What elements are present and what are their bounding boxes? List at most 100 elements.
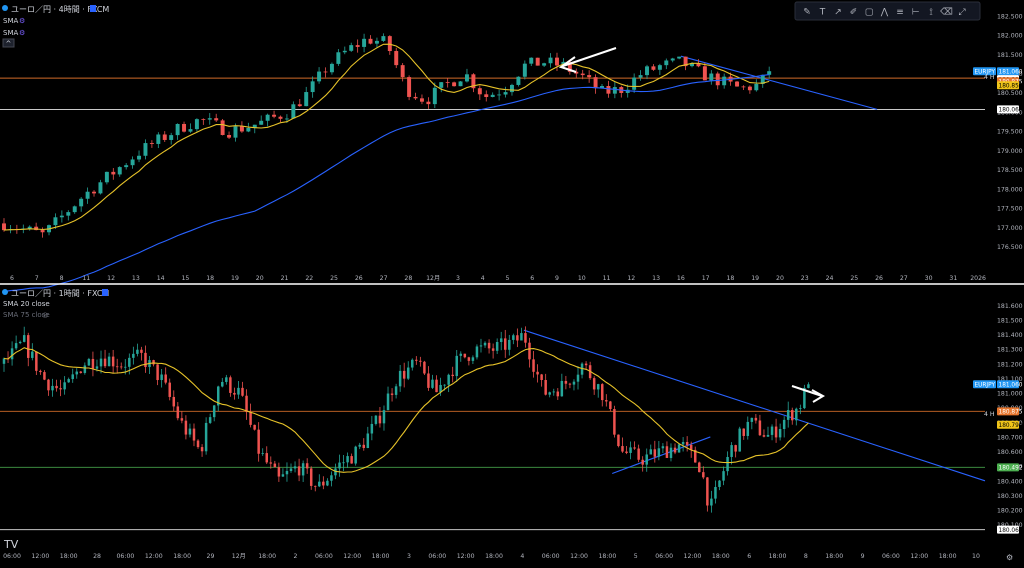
settings-gear-icon[interactable]: ⚙ — [1006, 553, 1013, 562]
settings-icon[interactable]: ⚙ — [19, 17, 25, 25]
candle-body — [239, 126, 244, 132]
candle-body — [257, 429, 260, 454]
multi-line-icon[interactable]: ≡ — [896, 8, 904, 18]
x-tick-label: 29 — [207, 553, 215, 560]
top-x-axis: 6 7 8 11 12 13 14 15 18 19 20 21 22 25 26 27 28 12月 3 4 5 6 9 1… — [10, 275, 986, 282]
x-tick-label: 18:00 — [769, 553, 787, 560]
top-overlays — [0, 55, 985, 110]
candle-body — [400, 65, 405, 78]
candle-body — [35, 351, 38, 371]
candle-body — [137, 155, 142, 160]
candle-body — [613, 409, 616, 435]
x-tick-label: 12:00 — [910, 553, 928, 560]
price-label-text: 180.066 — [999, 108, 1023, 114]
text-icon[interactable]: T — [819, 8, 826, 18]
fullscreen-icon[interactable]: ⤢ — [957, 8, 965, 18]
candle-body — [415, 359, 418, 361]
x-tick-label: 18 — [726, 275, 734, 282]
candle-body — [495, 342, 499, 351]
candle-body — [214, 118, 219, 121]
x-tick-label: 5 — [505, 275, 509, 282]
candle-body — [649, 449, 653, 455]
candle-body — [487, 342, 491, 349]
trendline — [523, 329, 986, 482]
pencil-icon[interactable]: ✎ — [803, 8, 811, 18]
candle-body — [685, 441, 689, 445]
x-tick-label: 12:00 — [145, 553, 163, 560]
tradingview-logo-icon: TV — [3, 538, 19, 551]
bottom-pane[interactable]: 181.600 181.500 181.400 181.300 181.200 181.1… — [0, 289, 1023, 562]
interval-tag: 4 H — [984, 411, 995, 418]
measure-icon[interactable]: ⊢ — [912, 8, 920, 18]
candle-body — [690, 63, 694, 67]
candle-body — [27, 335, 30, 358]
brush-icon[interactable]: ✐ — [850, 8, 858, 18]
candle-body — [702, 66, 707, 81]
candle-body — [59, 215, 64, 218]
y-tick-label: 178.000 — [997, 186, 1023, 193]
candle-body — [556, 391, 560, 397]
candle-body — [750, 417, 754, 422]
candle-body — [99, 358, 103, 367]
x-tick-label: 06:00 — [3, 553, 21, 560]
candle-body — [795, 408, 798, 421]
candle-body — [431, 379, 434, 388]
candle-body — [63, 382, 66, 390]
x-tick-label: 06:00 — [116, 553, 134, 560]
candle-body — [767, 71, 772, 75]
candle-body — [606, 86, 611, 94]
price-label — [997, 105, 1019, 114]
candle-body — [212, 405, 216, 418]
symbol-tag-text: EURJPY — [975, 69, 996, 75]
y-tick-label: 181.300 — [997, 347, 1023, 354]
collapse-legend-button[interactable] — [2, 38, 15, 48]
rectangle-icon[interactable]: ▢ — [865, 8, 874, 18]
candle-body — [670, 58, 675, 61]
indicator-sma20[interactable]: SMA 20 close — [3, 300, 50, 308]
price-label — [997, 463, 1019, 472]
eraser-icon[interactable]: ⌫ — [939, 8, 953, 18]
top-pane[interactable]: 182.500182.000181.500181.000180.500180.0… — [0, 1, 1023, 293]
bottom-pane-title[interactable]: ユーロ／円 · 1時間 · FXCM — [11, 289, 109, 298]
top-pane-title[interactable]: ユーロ／円 · 4時間 · FXCM — [11, 5, 109, 14]
candle-body — [645, 66, 649, 76]
candle-body — [439, 384, 442, 393]
candle-body — [168, 382, 171, 397]
candle-body — [83, 365, 87, 373]
candle-body — [580, 73, 585, 76]
candle-body — [600, 86, 604, 89]
x-tick-label: 19 — [751, 275, 759, 282]
settings-icon[interactable]: ⚙ — [19, 29, 25, 37]
x-tick-label: 25 — [330, 275, 338, 282]
candle-body — [509, 84, 514, 93]
y-tick-label: 177.500 — [997, 206, 1023, 213]
candle-body — [574, 71, 579, 74]
candle-body — [766, 434, 770, 437]
x-tick-label: 12月 — [232, 553, 246, 560]
x-tick-label: 25 — [850, 275, 858, 282]
x-tick-label: 8 — [804, 553, 808, 560]
candle-body — [370, 423, 374, 434]
candle-body — [689, 444, 693, 450]
x-tick-label: 2 — [294, 553, 298, 560]
candle-body — [368, 38, 373, 44]
candle-body — [43, 372, 46, 380]
indicator-sma-2[interactable]: SMA — [3, 29, 18, 37]
hidden-eye-icon[interactable]: ◎ — [42, 311, 48, 319]
candle-body — [413, 96, 418, 99]
candle-body — [681, 441, 685, 445]
ruler-icon[interactable]: ⟟ — [929, 8, 932, 18]
path-icon[interactable]: ↗ — [834, 8, 842, 18]
candle-body — [807, 384, 810, 388]
zigzag-icon[interactable]: ⋀ — [880, 8, 889, 18]
indicator-sma-1[interactable]: SMA — [3, 17, 18, 25]
candle-body — [39, 370, 42, 373]
indicator-sma75[interactable]: SMA 75 close — [3, 311, 50, 319]
flag-icon — [90, 5, 96, 12]
candle-body — [252, 124, 257, 128]
x-tick-label: 18:00 — [258, 553, 276, 560]
candle-body — [782, 419, 786, 429]
candle-body — [149, 143, 154, 144]
candle-body — [754, 417, 758, 421]
